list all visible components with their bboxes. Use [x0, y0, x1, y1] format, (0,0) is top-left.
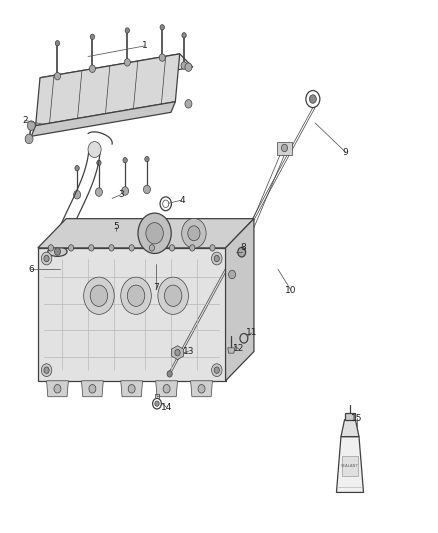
Circle shape [89, 65, 95, 72]
Circle shape [48, 245, 53, 251]
Circle shape [282, 144, 288, 152]
Circle shape [190, 245, 195, 251]
Circle shape [124, 59, 131, 66]
Polygon shape [171, 346, 184, 360]
Circle shape [146, 223, 163, 244]
Polygon shape [35, 54, 180, 126]
Polygon shape [341, 419, 359, 437]
Circle shape [167, 370, 172, 377]
Ellipse shape [48, 247, 67, 256]
Circle shape [210, 245, 215, 251]
Circle shape [238, 247, 246, 257]
Text: 8: 8 [240, 244, 246, 253]
Text: 5: 5 [113, 222, 119, 231]
Polygon shape [228, 348, 235, 353]
Circle shape [182, 219, 206, 248]
Polygon shape [345, 413, 355, 419]
Text: 11: 11 [246, 328, 258, 337]
Circle shape [160, 25, 164, 30]
Circle shape [158, 277, 188, 314]
Circle shape [175, 350, 180, 356]
Circle shape [55, 41, 60, 46]
Circle shape [125, 28, 130, 33]
Polygon shape [191, 381, 212, 397]
Circle shape [185, 100, 192, 108]
Circle shape [44, 255, 49, 262]
Polygon shape [38, 219, 254, 248]
Circle shape [164, 285, 182, 306]
Circle shape [68, 245, 74, 251]
Circle shape [309, 95, 316, 103]
Circle shape [128, 384, 135, 393]
Circle shape [188, 226, 200, 241]
Circle shape [89, 384, 96, 393]
Text: 12: 12 [233, 344, 244, 353]
Circle shape [109, 245, 114, 251]
Circle shape [123, 158, 127, 163]
Polygon shape [226, 219, 254, 381]
Circle shape [212, 364, 222, 376]
Circle shape [122, 187, 129, 195]
Circle shape [185, 63, 192, 71]
Circle shape [88, 142, 101, 158]
Circle shape [121, 277, 151, 314]
Circle shape [214, 367, 219, 373]
Circle shape [97, 160, 101, 165]
Circle shape [163, 384, 170, 393]
Circle shape [54, 384, 61, 393]
Circle shape [74, 190, 81, 199]
Text: 15: 15 [351, 414, 362, 423]
Circle shape [54, 72, 60, 80]
Circle shape [90, 34, 95, 39]
Text: 10: 10 [285, 286, 297, 295]
Circle shape [95, 188, 102, 196]
Polygon shape [155, 381, 177, 397]
Text: 3: 3 [118, 190, 124, 199]
Polygon shape [46, 381, 68, 397]
Polygon shape [342, 456, 358, 475]
Polygon shape [38, 248, 226, 381]
Circle shape [198, 384, 205, 393]
Circle shape [144, 185, 150, 193]
Text: SEALANT: SEALANT [341, 464, 359, 468]
Circle shape [155, 401, 159, 406]
Circle shape [170, 245, 175, 251]
Text: 14: 14 [161, 403, 172, 412]
Circle shape [90, 285, 108, 306]
Text: 6: 6 [28, 265, 34, 273]
Text: 2: 2 [22, 116, 28, 125]
Text: 13: 13 [183, 347, 194, 356]
Circle shape [109, 227, 118, 237]
Circle shape [212, 252, 222, 265]
Circle shape [127, 285, 145, 306]
Circle shape [138, 213, 171, 254]
Circle shape [54, 248, 60, 255]
Circle shape [149, 245, 155, 251]
Circle shape [182, 33, 186, 38]
Polygon shape [336, 437, 364, 492]
Text: 9: 9 [343, 148, 349, 157]
Circle shape [41, 364, 52, 376]
Polygon shape [81, 381, 103, 397]
Polygon shape [121, 381, 143, 397]
Text: 4: 4 [179, 196, 185, 205]
Polygon shape [40, 54, 193, 91]
Circle shape [41, 252, 52, 265]
Circle shape [181, 62, 187, 69]
Text: 1: 1 [142, 42, 148, 51]
Polygon shape [277, 142, 292, 155]
Circle shape [145, 157, 149, 162]
Circle shape [84, 277, 114, 314]
Circle shape [75, 165, 79, 171]
Circle shape [27, 121, 35, 131]
Circle shape [88, 245, 94, 251]
Polygon shape [31, 102, 175, 136]
Circle shape [44, 367, 49, 373]
Circle shape [25, 134, 33, 144]
Circle shape [229, 270, 236, 279]
Circle shape [159, 54, 165, 61]
Text: 7: 7 [153, 283, 159, 292]
Circle shape [129, 245, 134, 251]
Circle shape [214, 255, 219, 262]
